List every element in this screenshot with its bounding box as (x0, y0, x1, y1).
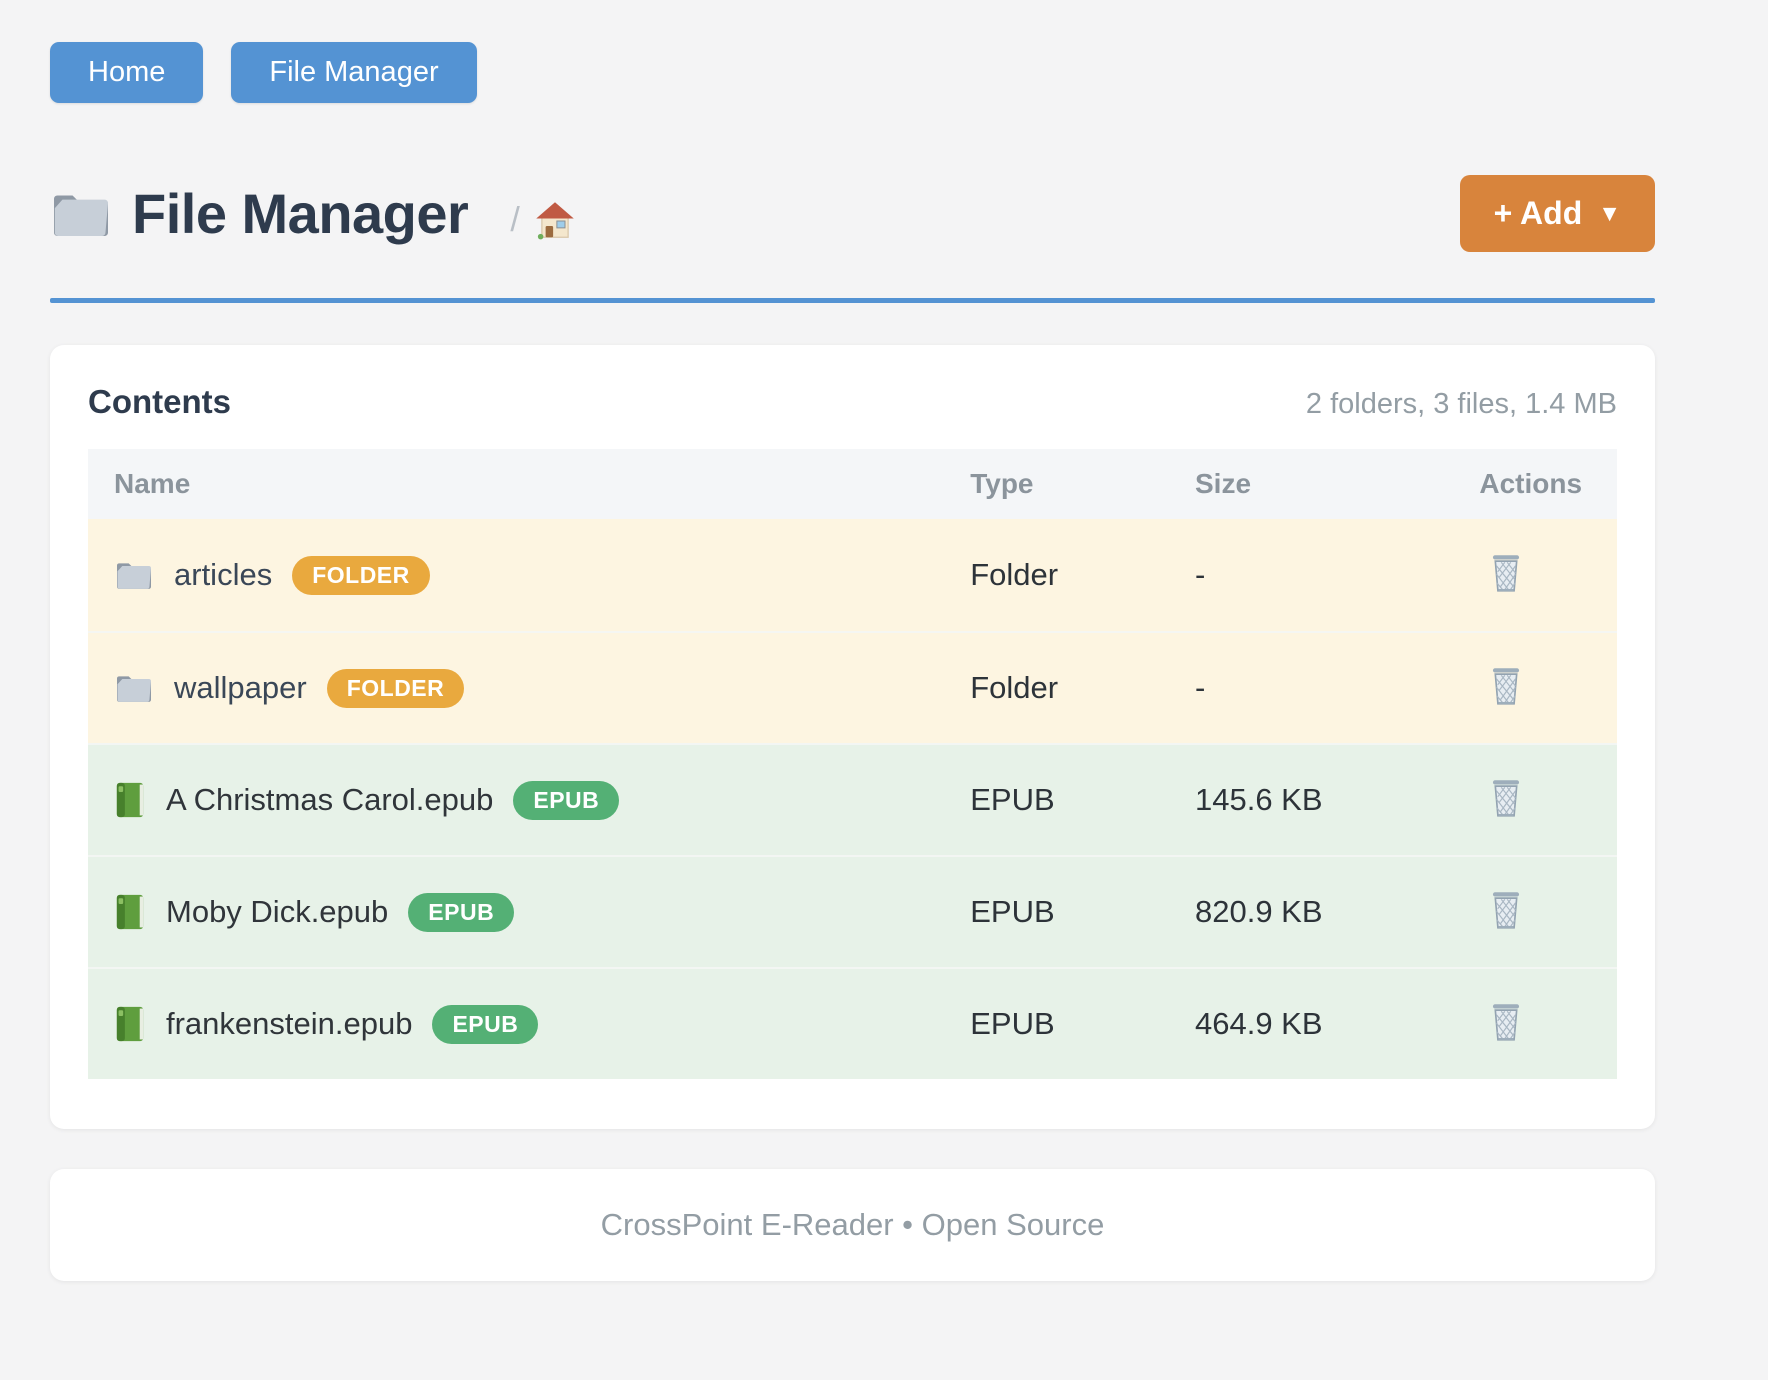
delete-button[interactable] (1483, 660, 1529, 712)
actions-cell (1453, 660, 1617, 716)
table-row: Moby Dick.epub EPUB EPUB 820.9 KB (88, 855, 1617, 967)
table-header-row: Name Type Size Actions (88, 449, 1617, 519)
home-button[interactable]: Home (50, 42, 204, 103)
type-badge: EPUB (408, 892, 515, 932)
name-cell: articles FOLDER (88, 555, 944, 595)
footer: CrossPoint E-Reader • Open Source (50, 1169, 1655, 1281)
size-cell: 464.9 KB (1194, 1006, 1323, 1041)
trash-icon (1487, 1000, 1525, 1044)
name-cell: frankenstein.epub EPUB (88, 1004, 944, 1044)
type-cell: Folder (970, 670, 1059, 705)
size-cell: 145.6 KB (1194, 782, 1323, 817)
file-name[interactable]: articles (174, 557, 273, 592)
actions-cell (1453, 547, 1617, 603)
delete-button[interactable] (1483, 547, 1529, 599)
type-cell: EPUB (970, 894, 1055, 929)
folder-icon (50, 187, 112, 241)
delete-button[interactable] (1483, 884, 1529, 936)
breadcrumb-separator: / (510, 201, 520, 239)
size-cell: - (1194, 557, 1206, 592)
page-header: File Manager / + Add ▼ (50, 175, 1655, 252)
actions-cell (1453, 884, 1617, 940)
actions-cell (1453, 996, 1617, 1052)
table-row: articles FOLDER Folder - (88, 519, 1617, 631)
page-title: File Manager (132, 182, 469, 245)
trash-icon (1487, 664, 1525, 708)
file-name[interactable]: Moby Dick.epub (166, 894, 389, 929)
type-badge: FOLDER (292, 555, 430, 595)
table-row: wallpaper FOLDER Folder - (88, 631, 1617, 743)
trash-icon (1487, 551, 1525, 595)
footer-text: CrossPoint E-Reader • Open Source (600, 1207, 1105, 1242)
column-header-actions: Actions (1479, 468, 1583, 499)
type-cell: Folder (970, 557, 1059, 592)
size-cell: 820.9 KB (1194, 894, 1323, 929)
house-icon[interactable] (534, 201, 576, 241)
breadcrumb: / (510, 201, 575, 241)
type-cell: EPUB (970, 1006, 1055, 1041)
actions-cell (1453, 772, 1617, 828)
file-name[interactable]: A Christmas Carol.epub (166, 782, 494, 817)
chevron-down-icon: ▼ (1598, 200, 1621, 226)
file-manager-button[interactable]: File Manager (231, 42, 477, 103)
folder-icon (114, 671, 154, 705)
delete-button[interactable] (1483, 772, 1529, 824)
type-badge: EPUB (432, 1004, 539, 1044)
title-divider (50, 298, 1655, 303)
type-badge: EPUB (513, 780, 620, 820)
name-cell: A Christmas Carol.epub EPUB (88, 780, 944, 820)
contents-table: Name Type Size Actions articles FOLDER F… (88, 449, 1617, 1079)
table-row: frankenstein.epub EPUB EPUB 464.9 KB (88, 967, 1617, 1079)
column-header-name: Name (114, 468, 191, 499)
trash-icon (1487, 888, 1525, 932)
top-nav: Home File Manager (50, 42, 1655, 103)
name-cell: Moby Dick.epub EPUB (88, 892, 944, 932)
contents-summary: 2 folders, 3 files, 1.4 MB (1305, 388, 1617, 420)
delete-button[interactable] (1483, 996, 1529, 1048)
contents-heading: Contents (88, 383, 231, 420)
name-cell: wallpaper FOLDER (88, 668, 944, 708)
size-cell: - (1194, 670, 1206, 705)
add-button-label: + Add (1493, 195, 1583, 231)
book-icon (114, 893, 146, 931)
column-header-type: Type (970, 468, 1034, 499)
file-name[interactable]: wallpaper (174, 670, 307, 705)
type-cell: EPUB (970, 782, 1055, 817)
contents-card-header: Contents 2 folders, 3 files, 1.4 MB (88, 383, 1617, 421)
book-icon (114, 781, 146, 819)
file-name[interactable]: frankenstein.epub (166, 1006, 413, 1041)
page: Home File Manager File Manager / + Add ▼… (50, 0, 1655, 1281)
book-icon (114, 1005, 146, 1043)
contents-table-body: articles FOLDER Folder - wallpaper FOLDE… (88, 519, 1617, 1079)
contents-card: Contents 2 folders, 3 files, 1.4 MB Name… (50, 345, 1655, 1129)
add-button[interactable]: + Add ▼ (1459, 175, 1655, 252)
column-header-size: Size (1194, 468, 1252, 499)
table-row: A Christmas Carol.epub EPUB EPUB 145.6 K… (88, 743, 1617, 855)
folder-icon (114, 558, 154, 592)
trash-icon (1487, 776, 1525, 820)
type-badge: FOLDER (326, 668, 465, 708)
